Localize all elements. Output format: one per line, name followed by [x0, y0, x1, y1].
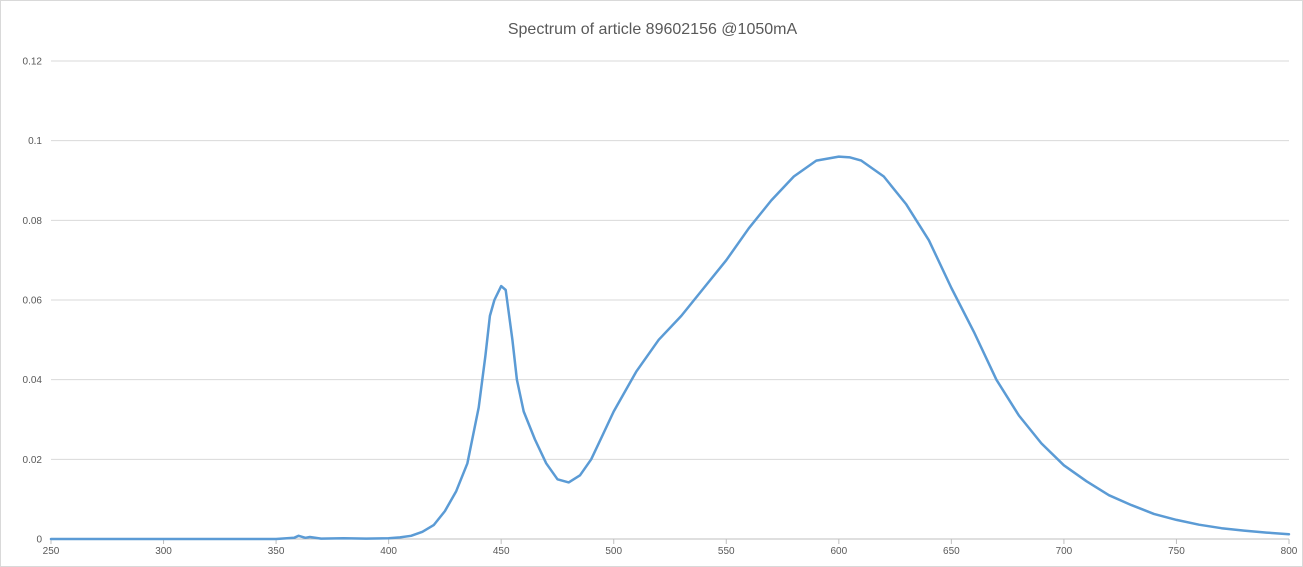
x-tick-label: 650	[943, 546, 960, 557]
y-tick-label: 0.08	[23, 216, 43, 227]
x-tick-label: 800	[1281, 546, 1298, 557]
chart-title: Spectrum of article 89602156 @1050mA	[507, 21, 798, 38]
x-tick-label: 600	[830, 546, 847, 557]
y-tick-label: 0	[36, 535, 42, 546]
x-tick-label: 500	[605, 546, 622, 557]
x-tick-label: 750	[1168, 546, 1185, 557]
y-tick-label: 0.02	[23, 455, 43, 466]
y-tick-label: 0.1	[28, 136, 42, 147]
x-tick-label: 550	[718, 546, 735, 557]
y-tick-label: 0.06	[23, 296, 43, 307]
x-tick-label: 400	[380, 546, 397, 557]
x-tick-label: 450	[493, 546, 510, 557]
spectrum-series-line	[49, 155, 1291, 541]
grid-layer	[51, 60, 1289, 460]
y-tick-label: 0.12	[23, 57, 43, 68]
x-tick-label: 350	[268, 546, 285, 557]
y-tick-label: 0.04	[23, 375, 43, 386]
x-tick-label: 250	[43, 546, 60, 557]
tick-label-layer: 0 0.02 0.04 0.06 0.08 0.1 0.12 250 300 350 400 450 5…	[23, 57, 1298, 558]
series-layer	[49, 155, 1291, 541]
x-tick-label: 300	[155, 546, 172, 557]
x-tick-label: 700	[1056, 546, 1073, 557]
